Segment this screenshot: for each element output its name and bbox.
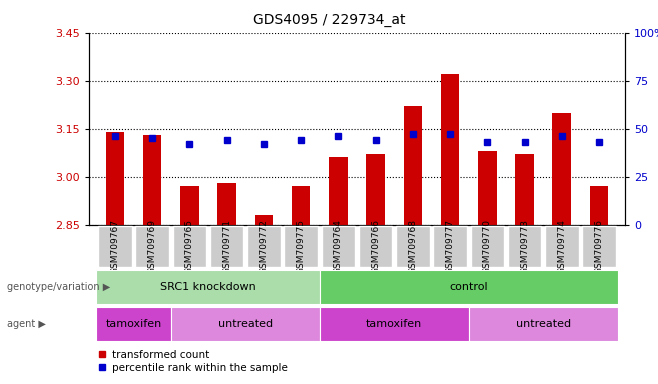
Text: SRC1 knockdown: SRC1 knockdown	[160, 282, 256, 292]
Bar	[96, 270, 320, 304]
Bar	[180, 186, 199, 225]
Bar	[403, 106, 422, 225]
Text: untreated: untreated	[516, 319, 570, 329]
Bar	[478, 151, 497, 225]
FancyBboxPatch shape	[545, 227, 578, 267]
Text: GSM709769: GSM709769	[147, 219, 157, 274]
Text: GSM709771: GSM709771	[222, 219, 231, 274]
Bar	[291, 186, 311, 225]
FancyBboxPatch shape	[136, 227, 169, 267]
Text: untreated: untreated	[218, 319, 273, 329]
Text: GSM709776: GSM709776	[595, 219, 603, 274]
Bar	[329, 157, 347, 225]
FancyBboxPatch shape	[322, 227, 355, 267]
Bar	[320, 270, 618, 304]
Bar	[105, 132, 124, 225]
FancyBboxPatch shape	[470, 227, 504, 267]
Bar	[217, 183, 236, 225]
Text: GSM709766: GSM709766	[371, 219, 380, 274]
FancyBboxPatch shape	[98, 227, 132, 267]
FancyBboxPatch shape	[359, 227, 392, 267]
Text: agent ▶: agent ▶	[7, 319, 45, 329]
Bar	[143, 135, 161, 225]
Legend: transformed count, percentile rank within the sample: transformed count, percentile rank withi…	[94, 346, 291, 377]
Text: GDS4095 / 229734_at: GDS4095 / 229734_at	[253, 13, 405, 27]
Text: GSM709773: GSM709773	[520, 219, 529, 274]
FancyBboxPatch shape	[434, 227, 467, 267]
FancyBboxPatch shape	[396, 227, 430, 267]
Text: GSM709764: GSM709764	[334, 219, 343, 274]
Text: GSM709772: GSM709772	[259, 219, 268, 274]
FancyBboxPatch shape	[508, 227, 542, 267]
Text: GSM709775: GSM709775	[297, 219, 305, 274]
FancyBboxPatch shape	[172, 227, 206, 267]
Bar	[96, 307, 171, 341]
Bar	[590, 186, 609, 225]
Bar	[441, 74, 459, 225]
Text: tamoxifen: tamoxifen	[105, 319, 162, 329]
Text: genotype/variation ▶: genotype/variation ▶	[7, 282, 110, 292]
FancyBboxPatch shape	[247, 227, 280, 267]
Bar	[553, 113, 571, 225]
Text: GSM709770: GSM709770	[483, 219, 492, 274]
Bar	[171, 307, 320, 341]
Text: GSM709768: GSM709768	[409, 219, 417, 274]
Bar	[367, 154, 385, 225]
FancyBboxPatch shape	[210, 227, 243, 267]
FancyBboxPatch shape	[582, 227, 616, 267]
Bar	[468, 307, 618, 341]
Text: GSM709774: GSM709774	[557, 219, 567, 274]
Bar	[320, 307, 468, 341]
Text: GSM709765: GSM709765	[185, 219, 194, 274]
Text: GSM709767: GSM709767	[111, 219, 119, 274]
FancyBboxPatch shape	[284, 227, 318, 267]
Bar	[515, 154, 534, 225]
Text: GSM709777: GSM709777	[445, 219, 455, 274]
Text: control: control	[449, 282, 488, 292]
Bar	[255, 215, 273, 225]
Text: tamoxifen: tamoxifen	[366, 319, 422, 329]
